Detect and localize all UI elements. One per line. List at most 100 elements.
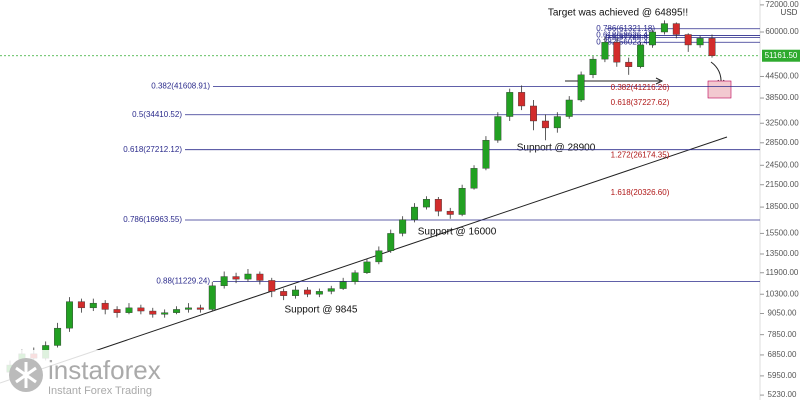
candle-body	[399, 219, 407, 234]
candle-body	[434, 199, 442, 212]
candle-body	[54, 327, 62, 346]
projection-label: 0.618(37227.62)	[611, 98, 670, 107]
fib-label: 0.786(16963.55)	[123, 215, 182, 224]
candle-body	[637, 44, 645, 67]
candle-body	[101, 302, 109, 310]
candle-body	[208, 285, 216, 310]
candle-body	[89, 302, 97, 309]
candle-body	[446, 210, 454, 215]
candle-body	[482, 139, 490, 169]
trend-line	[0, 136, 728, 384]
y-tick-label: 9050.00	[768, 309, 797, 318]
fib-label: 0.618(27212.12)	[123, 145, 182, 154]
annotation: Support @ 9845	[285, 305, 358, 316]
candle-body	[553, 116, 561, 129]
candle-body	[292, 289, 300, 296]
fib-label: 0.5(57786.81)	[605, 33, 655, 42]
candle-body	[518, 92, 526, 107]
candle-body	[411, 206, 419, 220]
y-tick-label: 24500.00	[765, 160, 799, 169]
fib-label: 0.786(61321.18)	[596, 24, 655, 33]
candle-body	[137, 307, 145, 312]
candle-body	[601, 42, 609, 60]
y-tick-label: 13500.00	[765, 249, 799, 258]
candle-body	[77, 301, 85, 309]
candle-body	[161, 312, 169, 315]
fib-label: 0.382(56023.44)	[596, 37, 655, 46]
fib-label: 0.618(58626.47)	[596, 31, 655, 40]
fib-label: 0.88(11229.24)	[156, 276, 210, 285]
target-zone	[707, 80, 732, 99]
y-tick-label: 5230.00	[768, 390, 797, 399]
candle-body	[339, 281, 347, 289]
annotation: Support @ 28900	[517, 143, 596, 154]
y-tick-label: 10300.00	[765, 289, 799, 298]
candle-body	[660, 23, 668, 33]
candle-body	[613, 42, 621, 63]
candle-body	[66, 301, 73, 329]
candle-body	[303, 289, 311, 295]
fib-label: 0.382(41608.91)	[151, 82, 210, 91]
y-tick-label: 6850.00	[768, 350, 797, 359]
y-tick-label: 21500.00	[765, 180, 799, 189]
currency: USD	[781, 8, 798, 17]
projection-label: 0.382(41216.26)	[611, 83, 670, 92]
candle-body	[125, 307, 133, 313]
candle-body	[256, 273, 264, 281]
candle-body	[149, 310, 157, 315]
candle-body	[196, 307, 204, 310]
candle-body	[244, 273, 252, 280]
arrow-head	[655, 77, 664, 85]
current-price-box	[762, 49, 800, 62]
fib-label: 0.5(34410.52)	[132, 110, 182, 119]
y-tick-label: 44500.00	[765, 72, 799, 81]
annotation: Support @ 16000	[418, 227, 497, 238]
y-tick-label: 38500.00	[765, 93, 799, 102]
candle-body	[268, 280, 276, 292]
y-tick-label: 11900.00	[766, 268, 799, 277]
candle-body	[470, 168, 478, 189]
logo-icon	[15, 362, 37, 388]
candle-body	[220, 276, 228, 287]
candle-body	[327, 288, 335, 292]
candle-body	[589, 58, 597, 76]
candle-body	[422, 199, 430, 208]
candle-body	[387, 233, 395, 251]
candle-body	[672, 23, 680, 35]
y-tick-label: 18500.00	[765, 202, 799, 211]
logo: instaforex Instant Forex Trading	[0, 350, 180, 400]
candle-body	[173, 309, 181, 313]
y-tick-label: 5950.00	[768, 371, 797, 380]
y-tick-label: 7850.00	[768, 330, 797, 339]
candle-body	[375, 250, 383, 263]
candle-body	[625, 61, 633, 67]
y-tick-label: 60000.00	[765, 27, 799, 36]
candle-body	[494, 116, 502, 141]
candle-body	[185, 307, 192, 310]
candle-body	[708, 38, 716, 56]
candle-body	[315, 291, 323, 295]
candle-body	[363, 261, 371, 273]
candle-body	[232, 276, 240, 280]
candle-body	[649, 31, 656, 46]
projection-label: 1.272(26174.35)	[611, 151, 670, 160]
annotation: Target was achieved @ 64895!!	[548, 8, 688, 19]
y-tick-label: 15500.00	[765, 229, 799, 238]
candle-body	[351, 272, 359, 282]
logo-tagline: Instant Forex Trading	[48, 385, 152, 397]
candle-body	[696, 38, 704, 46]
candle-body	[684, 34, 692, 46]
logo-brand: instaforex	[48, 355, 161, 385]
projection-label: 1.618(20326.60)	[611, 188, 670, 197]
candle-body	[113, 309, 121, 313]
candle-body	[280, 291, 288, 296]
candle-body	[506, 92, 514, 117]
y-tick-label: 32500.00	[765, 118, 799, 127]
candle-body	[565, 99, 573, 117]
candle-body	[458, 188, 466, 215]
candle-body	[530, 105, 537, 122]
candle-body	[577, 74, 585, 101]
